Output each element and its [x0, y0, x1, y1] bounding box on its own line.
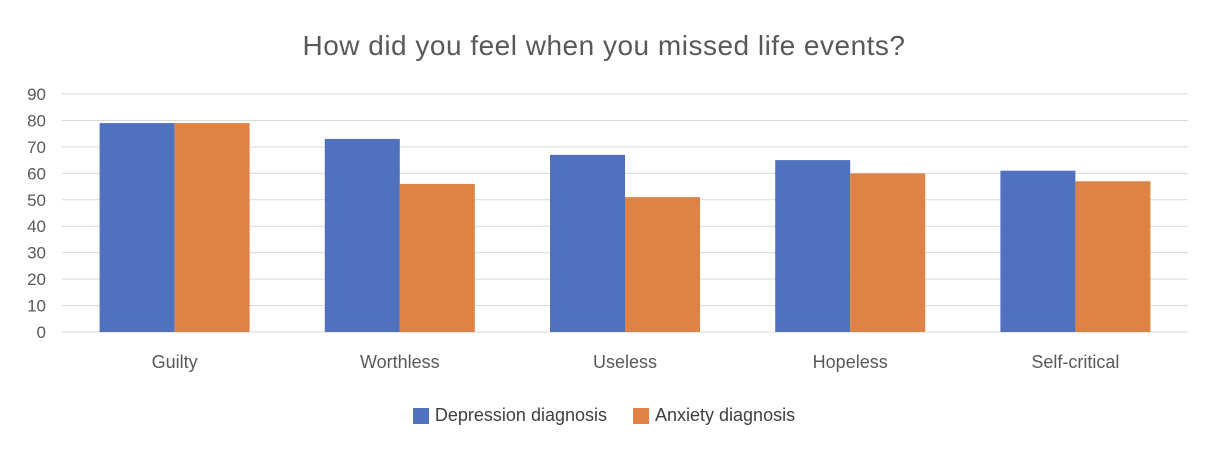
bar-chart: 0 10 20 30 40 50 60 70 80 90 Guilty Worthless Usele…	[27, 85, 1188, 372]
legend-swatch-depression	[412, 407, 429, 424]
bar-anxiety-self-critical	[1075, 181, 1151, 332]
legend-item-depression: Depression diagnosis	[412, 405, 607, 426]
x-category-label: Guilty	[152, 352, 198, 372]
y-tick-label: 30	[27, 244, 46, 263]
legend: Depression diagnosis Anxiety diagnosis	[0, 405, 1208, 426]
bar-anxiety-guilty	[174, 123, 250, 332]
x-category-label: Useless	[593, 352, 657, 372]
y-tick-label: 0	[37, 323, 46, 342]
x-category-label: Self-critical	[1031, 352, 1119, 372]
legend-swatch-anxiety	[633, 407, 649, 424]
chart-title: How did you feel when you missed life ev…	[302, 30, 906, 61]
x-axis-labels: Guilty Worthless Useless Hopeless Self-criti…	[152, 352, 1120, 372]
y-tick-label: 60	[27, 164, 46, 183]
y-tick-label: 70	[27, 138, 46, 157]
legend-label-anxiety: Anxiety diagnosis	[655, 405, 796, 425]
bar-depression-hopeless	[775, 160, 851, 332]
y-tick-label: 20	[27, 270, 46, 289]
y-tick-label: 10	[27, 297, 46, 316]
y-tick-label: 90	[27, 85, 46, 104]
bar-depression-useless	[550, 154, 625, 332]
bar-depression-worthless	[324, 138, 400, 332]
y-axis-ticks: 0 10 20 30 40 50 60 70 80 90	[27, 85, 46, 342]
bar-anxiety-worthless	[399, 183, 475, 332]
y-tick-label: 80	[27, 111, 46, 130]
bars	[99, 123, 1151, 332]
bar-anxiety-hopeless	[850, 173, 926, 332]
legend-label-depression: Depression diagnosis	[434, 405, 607, 425]
bar-depression-guilty	[99, 123, 175, 332]
bar-anxiety-useless	[625, 197, 700, 332]
legend-item-anxiety: Anxiety diagnosis	[633, 405, 795, 426]
x-category-label: Worthless	[360, 352, 440, 372]
x-category-label: Hopeless	[813, 352, 888, 372]
y-tick-label: 50	[27, 191, 46, 210]
bar-depression-self-critical	[1000, 170, 1076, 332]
y-tick-label: 40	[27, 217, 46, 236]
